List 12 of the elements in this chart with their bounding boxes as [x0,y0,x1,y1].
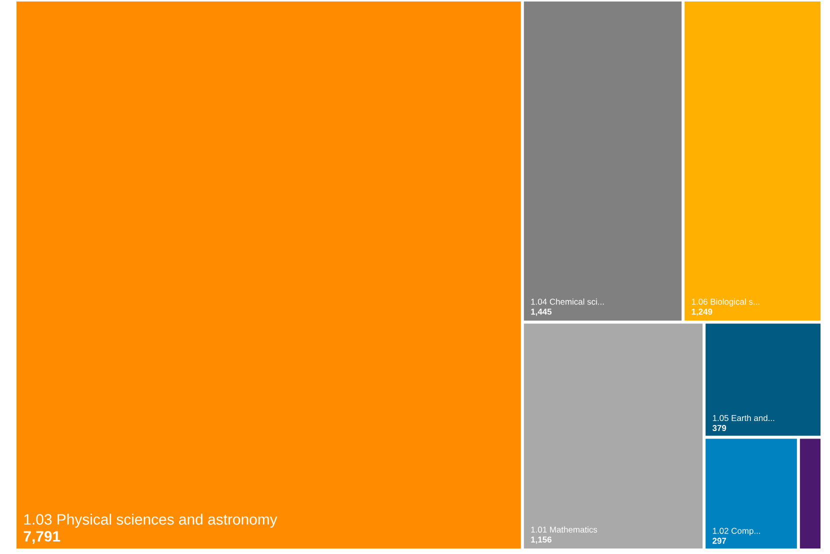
data-label: 1,445 [531,308,552,316]
category-label: 1.04 Chemical sci... [531,298,604,305]
category-label: 1.05 Earth and... [712,414,774,422]
data-label: 297 [712,538,726,544]
data-label: 1,156 [531,536,552,544]
data-label: 7,791 [24,531,60,544]
category-label: 1.03 Physical sciences and astronomy [24,514,278,528]
data-label: 1,249 [692,308,712,316]
category-label: 1.01 Mathematics [531,526,598,533]
category-label: 1.06 Biological s... [692,298,760,306]
category-label: 1.02 Comp... [712,528,760,536]
data-label: 379 [712,425,726,432]
